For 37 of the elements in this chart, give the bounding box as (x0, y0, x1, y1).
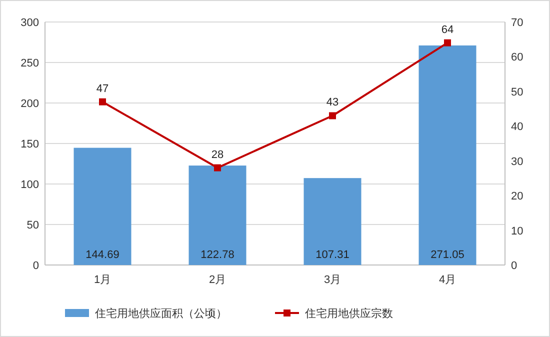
y2-tick-label: 40 (511, 121, 524, 134)
data-label: 122.78 (200, 249, 234, 261)
y-tick-label: 250 (20, 58, 39, 70)
x-tick-label: 3月 (324, 274, 342, 286)
data-label: 107.31 (316, 249, 350, 261)
y2-tick-label: 10 (511, 225, 524, 238)
y2-tick-label: 20 (511, 190, 524, 203)
y-tick-label: 150 (20, 138, 39, 150)
point (99, 98, 106, 106)
point (444, 39, 451, 46)
legend-label: 住宅用地供应面积（公顷） (95, 307, 227, 320)
bar (74, 148, 132, 265)
data-label: 64 (441, 24, 454, 36)
y2-tick-label: 0 (511, 260, 518, 272)
bar (304, 178, 362, 265)
data-label: 144.69 (86, 249, 120, 261)
legend-label: 住宅用地供应宗数 (305, 307, 393, 320)
y2-tick-label: 30 (511, 156, 524, 168)
y-tick-label: 50 (26, 220, 39, 232)
x-tick-label: 2月 (208, 274, 226, 286)
y-tick-label: 100 (20, 179, 39, 191)
point (329, 112, 336, 120)
data-label: 271.05 (430, 249, 464, 261)
y-tick-label: 300 (20, 17, 39, 29)
y2-tick-label: 50 (511, 86, 524, 98)
point (214, 164, 221, 172)
x-tick-label: 1月 (94, 274, 112, 286)
data-label: 43 (326, 96, 339, 109)
data-label: 28 (211, 148, 224, 161)
bar (418, 45, 476, 265)
data-label: 47 (96, 82, 109, 95)
y-tick-label: 200 (20, 98, 39, 110)
bar (188, 166, 246, 265)
y-tick-label: 0 (32, 260, 39, 272)
x-tick-label: 4月 (438, 274, 456, 286)
y2-tick-label: 70 (511, 17, 524, 29)
y2-tick-label: 60 (511, 52, 524, 64)
